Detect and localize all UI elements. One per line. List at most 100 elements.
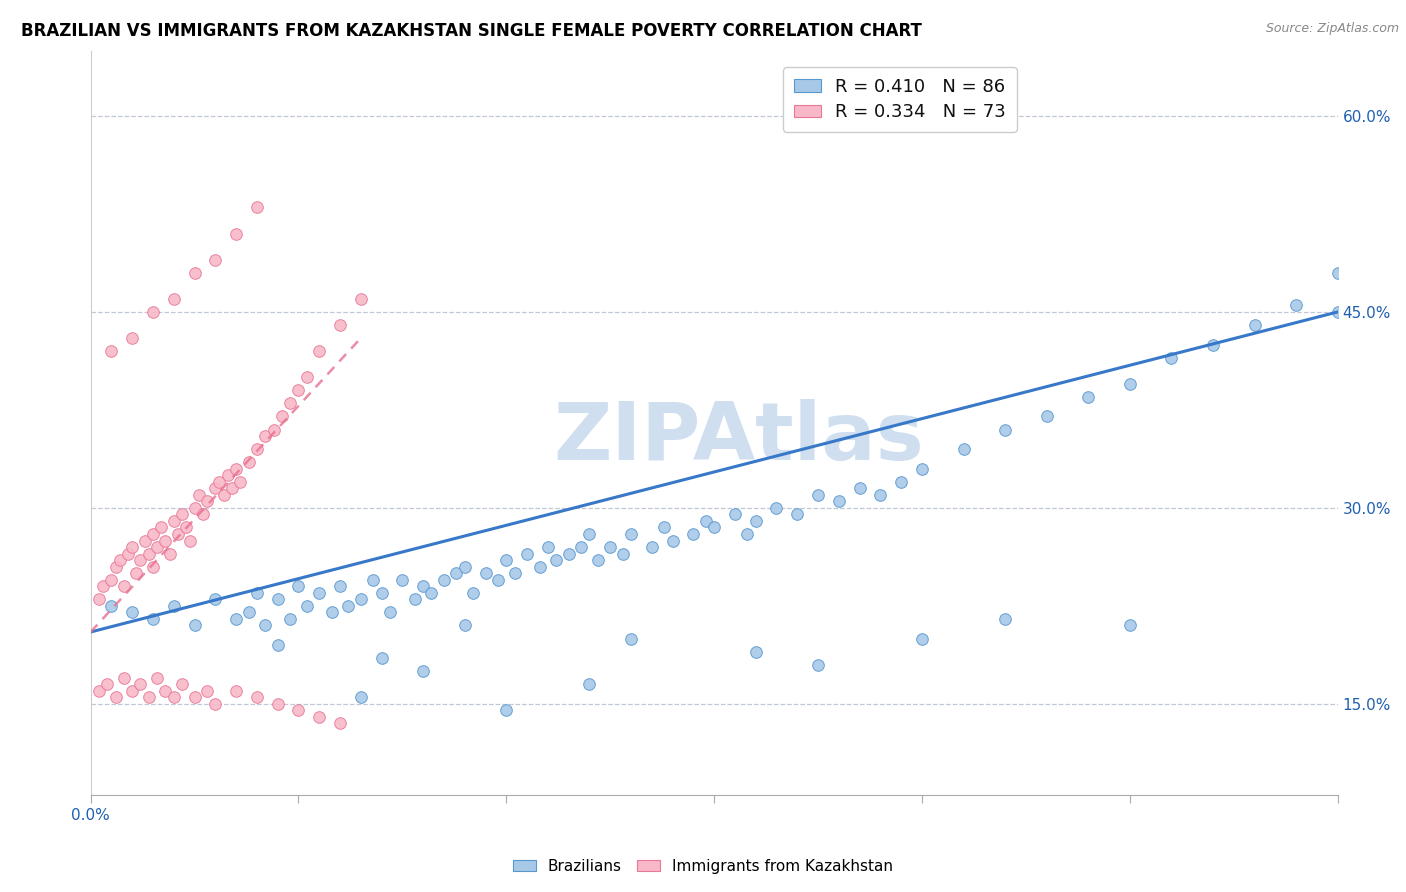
Point bbox=[308, 586, 330, 600]
Point bbox=[204, 697, 226, 711]
Point bbox=[682, 527, 704, 541]
Point bbox=[404, 592, 426, 607]
Point bbox=[807, 488, 830, 502]
Point bbox=[420, 586, 443, 600]
Point bbox=[108, 553, 131, 567]
Point bbox=[159, 547, 181, 561]
Point bbox=[204, 252, 226, 267]
Point bbox=[350, 690, 373, 705]
Point bbox=[1035, 409, 1057, 424]
Point bbox=[266, 697, 288, 711]
Point bbox=[254, 429, 277, 443]
Point bbox=[370, 586, 392, 600]
Point bbox=[337, 599, 360, 613]
Point bbox=[163, 514, 186, 528]
Point bbox=[129, 553, 152, 567]
Point bbox=[91, 579, 114, 593]
Point bbox=[807, 657, 830, 672]
Point bbox=[295, 599, 318, 613]
Point bbox=[246, 690, 269, 705]
Point bbox=[661, 533, 683, 548]
Point bbox=[578, 527, 600, 541]
Point bbox=[246, 201, 269, 215]
Point bbox=[163, 292, 186, 306]
Point bbox=[350, 592, 373, 607]
Point bbox=[744, 514, 766, 528]
Point bbox=[503, 566, 526, 581]
Point bbox=[217, 468, 239, 483]
Point bbox=[142, 612, 165, 626]
Point bbox=[112, 579, 135, 593]
Point bbox=[911, 461, 934, 475]
Point bbox=[828, 494, 851, 508]
Point bbox=[195, 683, 218, 698]
Point bbox=[96, 677, 118, 691]
Point bbox=[1202, 337, 1225, 351]
Point bbox=[225, 612, 247, 626]
Point bbox=[1077, 390, 1099, 404]
Point bbox=[287, 384, 309, 398]
Point bbox=[246, 586, 269, 600]
Point bbox=[495, 553, 517, 567]
Point bbox=[557, 547, 579, 561]
Point bbox=[212, 488, 235, 502]
Point bbox=[121, 606, 143, 620]
Point bbox=[238, 455, 260, 469]
Point bbox=[1119, 618, 1142, 632]
Point bbox=[695, 514, 717, 528]
Point bbox=[586, 553, 609, 567]
Point bbox=[744, 644, 766, 658]
Point bbox=[146, 540, 169, 554]
Point bbox=[163, 690, 186, 705]
Point bbox=[329, 579, 352, 593]
Point bbox=[163, 599, 186, 613]
Point bbox=[117, 547, 139, 561]
Point bbox=[134, 533, 156, 548]
Point bbox=[278, 396, 301, 410]
Point bbox=[278, 612, 301, 626]
Point bbox=[350, 292, 373, 306]
Point bbox=[433, 573, 456, 587]
Point bbox=[516, 547, 538, 561]
Point bbox=[461, 586, 484, 600]
Point bbox=[446, 566, 468, 581]
Point bbox=[138, 547, 160, 561]
Legend: Brazilians, Immigrants from Kazakhstan: Brazilians, Immigrants from Kazakhstan bbox=[506, 853, 900, 880]
Point bbox=[121, 540, 143, 554]
Point bbox=[391, 573, 413, 587]
Point bbox=[1243, 318, 1265, 332]
Point bbox=[263, 423, 285, 437]
Point bbox=[412, 579, 434, 593]
Point bbox=[208, 475, 231, 489]
Point bbox=[104, 690, 127, 705]
Point bbox=[724, 508, 747, 522]
Point bbox=[599, 540, 621, 554]
Point bbox=[911, 632, 934, 646]
Point bbox=[179, 533, 201, 548]
Point bbox=[100, 344, 122, 359]
Point bbox=[191, 508, 214, 522]
Point bbox=[308, 344, 330, 359]
Point bbox=[170, 508, 193, 522]
Point bbox=[87, 683, 110, 698]
Point bbox=[229, 475, 252, 489]
Point bbox=[254, 618, 277, 632]
Point bbox=[454, 618, 477, 632]
Point bbox=[183, 690, 205, 705]
Point bbox=[321, 606, 343, 620]
Point bbox=[266, 592, 288, 607]
Point bbox=[246, 442, 269, 456]
Point bbox=[994, 612, 1017, 626]
Point bbox=[1160, 351, 1182, 365]
Point bbox=[612, 547, 634, 561]
Point bbox=[142, 527, 165, 541]
Legend: R = 0.410   N = 86, R = 0.334   N = 73: R = 0.410 N = 86, R = 0.334 N = 73 bbox=[783, 67, 1017, 132]
Point bbox=[183, 500, 205, 515]
Point bbox=[329, 716, 352, 731]
Point bbox=[737, 527, 759, 541]
Point bbox=[569, 540, 592, 554]
Point bbox=[155, 533, 177, 548]
Point bbox=[104, 559, 127, 574]
Point bbox=[529, 559, 551, 574]
Point bbox=[641, 540, 664, 554]
